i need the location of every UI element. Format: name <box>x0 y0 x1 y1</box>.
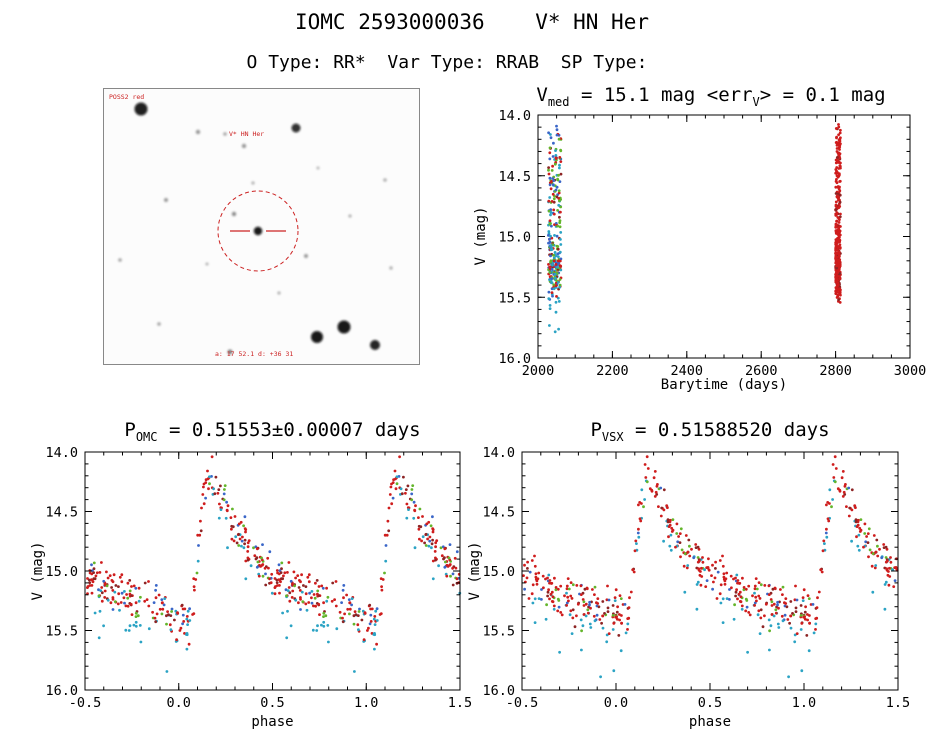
phase-vsx-title: PVSX = 0.51588520 days <box>590 419 830 444</box>
phase-omc-yaxis-label: V (mag) <box>30 541 46 601</box>
svg-text:16.0: 16.0 <box>498 351 531 367</box>
svg-text:15.0: 15.0 <box>498 230 531 246</box>
svg-text:V* HN Her: V* HN Her <box>229 130 264 138</box>
phase-omc-xaxis-label: phase <box>251 714 294 730</box>
svg-text:a: 17 52.1 d: +36 31: a: 17 52.1 d: +36 31 <box>215 350 293 358</box>
svg-text:16.0: 16.0 <box>45 683 78 699</box>
svg-text:14.5: 14.5 <box>498 169 531 185</box>
lightcurve-yaxis-label: V (mag) <box>473 206 489 266</box>
svg-text:2400: 2400 <box>671 363 704 379</box>
svg-text:15.0: 15.0 <box>482 564 515 580</box>
svg-text:15.5: 15.5 <box>45 624 78 640</box>
svg-text:0.0: 0.0 <box>167 695 191 711</box>
svg-text:0.5: 0.5 <box>698 695 722 711</box>
svg-text:1.0: 1.0 <box>354 695 378 711</box>
svg-text:0.0: 0.0 <box>604 695 628 711</box>
svg-text:-0.5: -0.5 <box>506 695 539 711</box>
phase-vsx-xaxis-label: phase <box>688 714 732 730</box>
svg-text:16.0: 16.0 <box>482 683 515 699</box>
svg-text:-0.5: -0.5 <box>69 695 102 711</box>
svg-text:15.0: 15.0 <box>45 564 78 580</box>
svg-text:2000: 2000 <box>522 363 555 379</box>
phase-vsx-yaxis-label: V (mag) <box>467 541 483 601</box>
lightcurve-title: Vmed = 15.1 mag <errV> = 0.1 mag <box>536 84 886 109</box>
svg-text:15.5: 15.5 <box>498 290 531 306</box>
svg-text:14.5: 14.5 <box>482 505 515 521</box>
phase-plot-omc: -0.5 0.0 0.5 1.0 1.5 14.0 14.5 15.0 15.5 16.0 <box>45 445 472 711</box>
svg-text:1.5: 1.5 <box>448 695 472 711</box>
svg-text:14.0: 14.0 <box>498 108 531 124</box>
page-title: IOMC 2593000036 V* HN Her <box>294 10 649 34</box>
svg-text:2600: 2600 <box>745 363 778 379</box>
svg-text:14.0: 14.0 <box>45 445 78 461</box>
svg-text:14.5: 14.5 <box>45 505 78 521</box>
svg-text:0.5: 0.5 <box>260 695 284 711</box>
svg-text:1.0: 1.0 <box>792 695 816 711</box>
svg-text:3000: 3000 <box>894 363 927 379</box>
svg-text:2200: 2200 <box>596 363 629 379</box>
lightcurve-plot: 2000 2200 2400 2600 2800 3000 14.0 14.5 15.0 15.5… <box>498 108 927 379</box>
phase-omc-title: POMC = 0.51553±0.00007 days <box>124 419 421 444</box>
page-subtitle: O Type: RR* Var Type: RRAB SP Type: <box>246 52 648 73</box>
lightcurve-xaxis-label: Barytime (days) <box>660 377 788 393</box>
svg-text:1.5: 1.5 <box>886 695 910 711</box>
phase-plot-vsx: -0.5 0.0 0.5 1.0 1.5 14.0 14.5 15.0 15.5 16.0 <box>482 445 910 711</box>
svg-text:14.0: 14.0 <box>482 445 515 461</box>
svg-text:POSS2 red: POSS2 red <box>109 93 144 101</box>
finding-chart: POSS2 red V* HN Her a: 17 52.1 d: +36 31 <box>103 88 420 365</box>
svg-text:15.5: 15.5 <box>482 624 515 640</box>
svg-text:2800: 2800 <box>819 363 852 379</box>
